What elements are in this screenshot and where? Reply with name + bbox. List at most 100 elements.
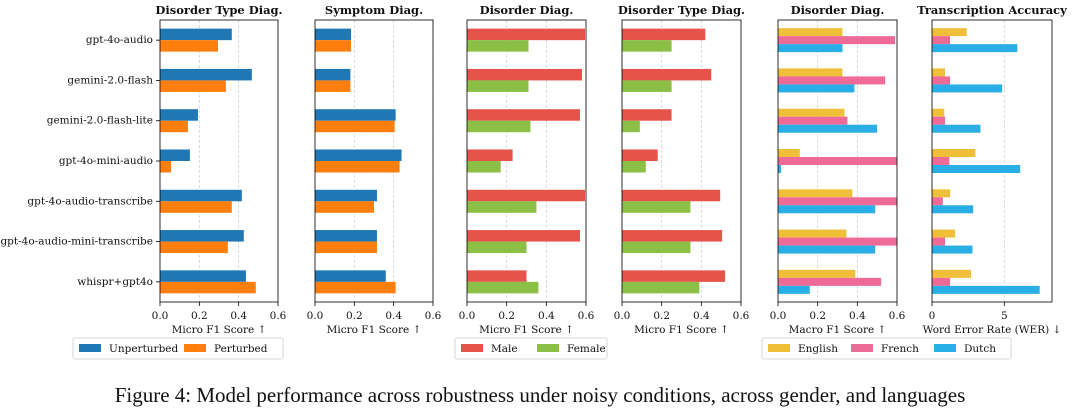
legend-swatch [537, 344, 559, 352]
y-tick-label: gemini-2.0-flash [67, 74, 153, 86]
x-tick-label: 0.0 [770, 310, 787, 322]
bar [315, 149, 402, 161]
bar [778, 165, 781, 173]
bar [778, 245, 876, 254]
x-tick-label: 0.0 [152, 310, 169, 322]
bar [467, 149, 513, 161]
x-axis-label: Micro F1 Score ↑ [634, 324, 729, 336]
bar [778, 28, 843, 37]
bar [622, 201, 691, 213]
plot-frame [159, 19, 279, 303]
bar [778, 277, 882, 286]
bar [160, 189, 242, 202]
bar [778, 237, 897, 246]
bar [315, 28, 351, 41]
bar [315, 270, 386, 282]
bar [315, 68, 351, 81]
bar [932, 237, 946, 246]
x-tick-label: 0.0 [307, 310, 324, 322]
bar [160, 230, 244, 242]
bar [467, 28, 586, 41]
x-tick-label: 0.6 [578, 310, 595, 322]
bar [622, 161, 646, 173]
legend-swatch [461, 344, 483, 352]
legend-label: English [798, 343, 838, 355]
x-tick-label: 0.4 [230, 310, 247, 322]
legend-box [72, 337, 284, 360]
bar [467, 161, 501, 173]
y-tick-label: whispr+gpt4o [77, 276, 153, 288]
x-axis-label: Micro F1 Score ↑ [172, 324, 267, 336]
bar [160, 40, 219, 52]
bar [467, 270, 527, 282]
bar [932, 44, 1018, 53]
bar [778, 116, 848, 125]
bar [932, 36, 951, 45]
x-tick-label: 0 [929, 310, 936, 322]
bar [160, 109, 198, 121]
panel-title: Disorder Diag. [480, 3, 574, 17]
plot-frame [777, 19, 898, 303]
bar [467, 201, 537, 213]
x-tick-label: 0.4 [538, 310, 555, 322]
bar [160, 241, 228, 254]
bar [932, 285, 1040, 294]
panel-title: Disorder Diag. [791, 3, 885, 17]
bar [778, 229, 847, 238]
x-axis-label: Word Error Rate (WER) ↓ [923, 324, 1062, 336]
bar [160, 80, 226, 92]
bar [932, 229, 956, 238]
bar [778, 285, 810, 294]
x-tick-label: 0.2 [809, 310, 826, 322]
x-tick-label: 0.2 [653, 310, 670, 322]
y-tick-label: gpt-4o-mini-audio [59, 155, 153, 167]
legend-label: Unperturbed [109, 343, 179, 355]
bar [467, 241, 527, 254]
legend-box [761, 337, 1012, 360]
bar [932, 157, 950, 165]
legend-swatch [851, 344, 873, 352]
legend-label: Dutch [964, 343, 996, 355]
x-tick-label: 0.4 [385, 310, 402, 322]
panel-title: Disorder Type Diag. [618, 3, 745, 17]
bar [932, 124, 981, 133]
bar [778, 76, 886, 85]
bar [467, 40, 529, 52]
bar [622, 281, 700, 294]
bar [315, 120, 395, 133]
bar [160, 28, 232, 41]
legend-label: Male [491, 343, 518, 355]
x-tick-label: 0.6 [425, 310, 442, 322]
x-tick-label: 0.4 [693, 310, 710, 322]
bar [622, 68, 712, 81]
x-axis-label: Macro F1 Score ↑ [789, 324, 887, 336]
bar [932, 116, 946, 125]
bar [622, 40, 672, 52]
bar [778, 157, 897, 165]
legend-swatch [184, 344, 206, 352]
bar [622, 189, 721, 202]
bar [778, 108, 845, 117]
x-tick-label: 0.0 [459, 310, 476, 322]
bar [622, 149, 658, 161]
legend-label: French [881, 343, 919, 355]
bar [932, 149, 976, 157]
x-tick-label: 0.4 [849, 310, 866, 322]
bar [932, 108, 945, 117]
bar [778, 84, 855, 93]
bar [315, 281, 396, 294]
bar [467, 120, 531, 133]
bar [160, 68, 252, 81]
bar [778, 269, 856, 278]
plot-frame [621, 19, 742, 303]
bar [622, 241, 691, 254]
bar [778, 205, 876, 214]
bar [932, 76, 951, 85]
x-axis-label: Micro F1 Score ↑ [327, 324, 422, 336]
bar [315, 109, 396, 121]
bar [315, 80, 351, 92]
bar [932, 197, 943, 206]
x-tick-label: 0.0 [614, 310, 631, 322]
bar [160, 161, 172, 173]
bar [932, 68, 946, 77]
